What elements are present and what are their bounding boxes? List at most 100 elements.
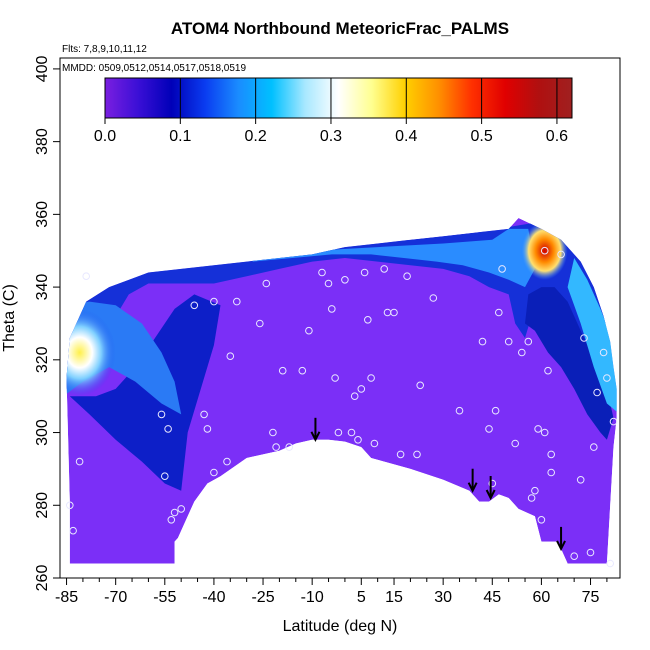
- sample-point: [177, 505, 185, 513]
- southern-max-spot: [66, 308, 116, 397]
- sample-point: [455, 406, 464, 415]
- sample-point: [82, 272, 90, 281]
- y-tick-label: 360: [34, 201, 51, 228]
- sample-point: [285, 443, 294, 451]
- sample-point: [272, 443, 280, 451]
- sample-point: [370, 439, 379, 448]
- x-tick-label: -55: [153, 589, 176, 606]
- x-tick-label: 60: [533, 589, 551, 606]
- sample-point: [576, 476, 585, 484]
- sample-point: [547, 468, 556, 477]
- sample-point: [167, 516, 176, 524]
- sample-point: [498, 265, 506, 273]
- sample-point: [223, 457, 231, 466]
- sample-point: [593, 388, 601, 397]
- sample-point: [416, 381, 425, 390]
- x-tick-label: 5: [357, 589, 366, 606]
- down-arrow-icon: [556, 526, 566, 552]
- sample-points: [66, 246, 618, 568]
- sample-point: [69, 526, 77, 535]
- sample-point: [318, 268, 326, 277]
- x-tick-label: -70: [104, 589, 127, 606]
- colorbar-tick-label: 0.6: [546, 128, 568, 145]
- x-axis-label: Latitude (deg N): [283, 618, 398, 635]
- sample-point: [350, 392, 359, 401]
- sample-point: [495, 308, 503, 317]
- sample-point: [210, 468, 218, 477]
- sample-point: [599, 348, 608, 357]
- flights-label: Flts: 7,8,9,10,11,12: [62, 44, 147, 55]
- x-tick-label: -25: [251, 589, 274, 606]
- down-arrow-icon: [310, 417, 321, 443]
- heatmap-field: [66, 218, 617, 564]
- colorbar-tick-label: 0.2: [245, 128, 267, 145]
- down-arrow-icon: [485, 476, 496, 501]
- sample-point: [364, 316, 372, 324]
- sample-point: [164, 425, 172, 433]
- sample-point: [341, 276, 349, 284]
- colorbar-tick-label: 0.5: [470, 128, 492, 145]
- sample-point: [586, 548, 595, 557]
- sample-point: [537, 516, 546, 524]
- sample-point: [544, 366, 552, 375]
- northern-dark-column: [525, 287, 614, 440]
- sample-point: [324, 279, 333, 288]
- arrow-markers: [310, 417, 566, 552]
- down-arrow-icon: [467, 468, 478, 493]
- sample-point: [278, 366, 287, 375]
- colorbar-tick-label: 0.3: [320, 128, 342, 145]
- sample-point: [233, 297, 241, 306]
- x-tick-label: -10: [301, 589, 324, 606]
- northern-light-edge: [567, 258, 617, 415]
- colorbar: 0.0 0.1 0.2 0.3 0.4 0.5 0.6: [94, 77, 573, 145]
- x-axis: -85 -70 -55 -40 -25 -10 5 15 30 45 60 75: [55, 578, 608, 606]
- sample-point: [524, 337, 533, 346]
- sample-point: [606, 559, 615, 568]
- sample-point: [203, 425, 212, 433]
- sample-point: [534, 425, 542, 433]
- sample-point: [527, 494, 536, 502]
- sample-point: [396, 450, 405, 459]
- sample-point: [511, 439, 520, 448]
- colorbar-tick-label: 0.4: [395, 128, 417, 145]
- plot-frame: [59, 57, 621, 579]
- sample-point: [75, 457, 84, 466]
- sample-point: [305, 326, 313, 335]
- sample-point: [334, 428, 343, 437]
- sample-point: [580, 334, 588, 342]
- sample-point: [226, 352, 235, 361]
- sample-point: [590, 443, 598, 451]
- southern-dark-feature: [69, 294, 221, 491]
- sample-point: [485, 425, 493, 433]
- x-tick-label: 15: [385, 589, 403, 606]
- sample-point: [170, 508, 179, 517]
- sample-point: [328, 305, 336, 313]
- chart-title: ATOM4 Northbound MeteoricFrac_PALMS: [171, 19, 509, 38]
- sample-point: [488, 479, 497, 488]
- sample-point: [380, 265, 389, 273]
- x-tick-label: 45: [483, 589, 501, 606]
- x-tick-label: 30: [434, 589, 452, 606]
- sample-point: [298, 366, 307, 375]
- sample-point: [403, 272, 411, 281]
- sample-point: [504, 337, 513, 346]
- sample-point: [367, 374, 375, 382]
- sample-point: [161, 472, 169, 481]
- sample-point: [190, 301, 199, 310]
- mid-light-band: [246, 228, 535, 288]
- y-tick-label: 280: [34, 492, 51, 519]
- sample-point: [531, 486, 539, 495]
- y-tick-label: 300: [34, 419, 51, 446]
- y-tick-label: 400: [34, 55, 51, 82]
- sample-point: [360, 268, 369, 277]
- sample-point: [200, 410, 208, 419]
- sample-point: [413, 450, 421, 459]
- x-tick-label: 75: [582, 589, 600, 606]
- sample-point: [491, 406, 500, 415]
- colorbar-fill: [104, 77, 573, 119]
- sample-point: [66, 501, 74, 510]
- dates-label: MMDD: 0509,0512,0514,0517,0518,0519: [62, 63, 246, 74]
- sample-point: [331, 374, 339, 382]
- sample-point: [354, 436, 362, 444]
